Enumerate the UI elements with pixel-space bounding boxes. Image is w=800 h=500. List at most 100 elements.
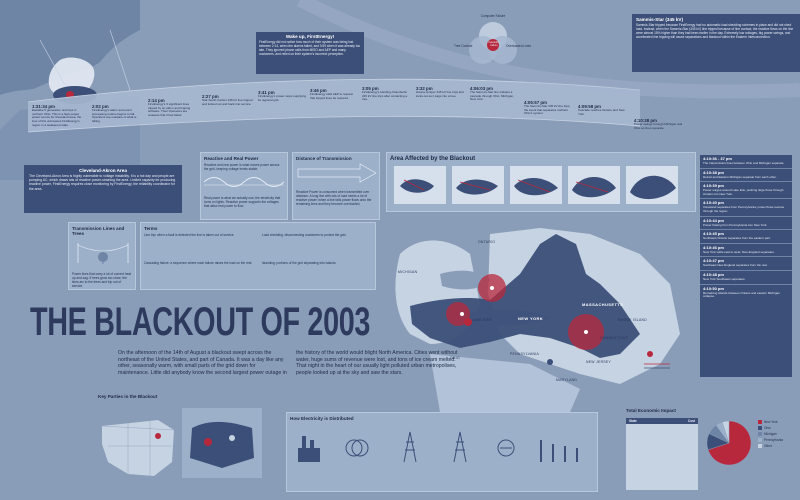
event-text: FirstEnergy's power stops supplying its … [258, 94, 306, 102]
event-time: 2:02 pm [92, 104, 109, 109]
distributed-heading: How Electricity is Distributed [290, 416, 354, 421]
sammis-text: Sammis-Star tripped because FirstEnergy … [636, 23, 794, 39]
right-event-text: Power surges around Lake Erie, pushing l… [703, 188, 784, 196]
term-item: Islanding: portions of the grid separati… [262, 260, 337, 265]
terms-panel: Terms Line trip: when a fault is detecte… [140, 222, 376, 290]
term-item: Line trip: when a fault is detected the … [144, 233, 235, 237]
legend-swatch [758, 420, 762, 424]
transmission-tower-icon [403, 431, 417, 463]
distance-heading: Distance of Transmission [296, 156, 352, 161]
legend-label: Michigan [764, 432, 777, 436]
timeline-event: 2:27 pm Star-South Canton 345 kV line tr… [202, 94, 254, 106]
event-text: Hanna-Juniper 345 kV line trips and lock… [416, 90, 464, 98]
legend-swatch [758, 426, 762, 430]
economic-col1: State [629, 419, 637, 423]
right-timeline: 4:10:36 - 37 pm The transmission lines b… [700, 155, 792, 377]
label-michigan: MICHIGAN [398, 270, 418, 274]
right-event-text: New York splits east to west; New Englan… [703, 249, 775, 254]
label-rhode-island: RHODE ISLAND [618, 318, 648, 322]
transmission-tower-icon [453, 431, 467, 463]
event-time: 3:32 pm [416, 86, 433, 91]
term-item: Cascading failure: a sequence where each… [144, 260, 253, 265]
right-event: 4:10:38 pm Detroit and Eastern Michigan … [700, 167, 792, 182]
economic-heading: Total Economic Impact [626, 408, 676, 413]
right-event-time: 4:10:39 pm [703, 183, 724, 189]
label-massachusetts: MASSACHUSETTS [582, 302, 624, 307]
right-event: 4:10:45 pm Northwest Ontario separates f… [700, 229, 792, 243]
event-time: 4:10:38 pm [634, 118, 657, 123]
timeline-event: 4:06:03 pm The Sammis-Star line initiate… [470, 86, 518, 102]
event-time: 4:09:58 pm [578, 104, 601, 109]
pie-legend: New York Ohio Michigan Pennsylvania Other [758, 420, 796, 450]
terms-heading: Terms [144, 226, 158, 231]
timeline-event: 4:05:57 pm The Sammis-Star 345 kV line t… [524, 100, 574, 116]
right-event-time: 4:10:46 pm [703, 244, 724, 250]
right-event: 4:10:39 pm Power surges around Lake Erie… [700, 181, 792, 198]
substation-icon [497, 439, 515, 457]
event-text: FirstEnergy calls AEP to request that tr… [310, 92, 353, 100]
lines-trees-text: Power lines that carry a lot of current … [72, 272, 131, 288]
transmission-arrow-icon [297, 163, 377, 183]
venn-left-label: Tree Contact [454, 44, 473, 48]
sammis-heading: Sammis-Star (345 kV) [636, 17, 683, 22]
right-event-text: Remaining islands between Ontario and ea… [703, 290, 780, 299]
lines-trees-heading: Transmission Lines and Trees [72, 226, 125, 236]
right-event-time: 4:10:45 pm [703, 231, 724, 237]
wakeup-box: Wake up, FirstEnergy! FirstEnergy did no… [256, 32, 364, 74]
timeline-event: 2:02 pm FirstEnergy's alarm and event pr… [92, 104, 142, 124]
pie-legend-item: Ohio [758, 426, 796, 430]
pie-legend-item: Other [758, 444, 796, 448]
pie-legend-item: New York [758, 420, 796, 424]
event-time: 3:41 pm [258, 90, 275, 95]
right-event: 4:10:44 pm Power flowing from Pennsylvan… [700, 215, 792, 230]
right-event-time: 4:10:38 pm [703, 169, 724, 175]
right-event-text: Power flowing from Pennsylvania into New… [703, 222, 768, 227]
wakeup-heading: Wake up, FirstEnergy! [285, 34, 335, 39]
key-parties-heading: Key Parties in the Blackout [98, 394, 158, 399]
pie-slice [721, 420, 730, 444]
timeline-event: 3:05 pm FirstEnergy's Harding-Chamberlin… [362, 86, 410, 102]
event-text: Power swings through Michigan and Ohio a… [634, 122, 683, 130]
lines-trees-panel: Transmission Lines and Trees Power lines… [68, 222, 136, 290]
event-text: FirstEnergy's alarm and event processing… [92, 108, 137, 124]
power-plant-icon [298, 436, 320, 462]
timeline-event: 3:46 pm FirstEnergy calls AEP to request… [310, 88, 356, 100]
pie-slice [707, 420, 752, 466]
legend-label: Pennsylvania [764, 438, 783, 442]
event-text: Star-South Canton 345 kV line tripped an… [202, 98, 253, 106]
event-time: 2:14 pm [148, 98, 165, 103]
event-text: FirstEnergy's 3 significant lines trippe… [148, 102, 191, 118]
legend-swatch [758, 444, 762, 448]
event-time: 4:05:57 pm [524, 100, 547, 105]
venn-diagram [469, 22, 517, 64]
right-event: 4:10:46 pm New York splits east to west;… [700, 242, 792, 257]
impact-circle-detroit [446, 302, 470, 326]
reactive-text2: Real power is what we actually use; the … [204, 196, 281, 208]
label-new-jersey: NEW JERSEY [586, 360, 612, 364]
right-event-time: 4:10:48 pm [703, 271, 724, 277]
reactive-heading: Reactive and Real Power [204, 156, 259, 161]
label-lake-erie: LAKE ERIE [472, 318, 493, 322]
timeline-event: 2:14 pm FirstEnergy's 3 significant line… [148, 98, 198, 118]
event-text: Cascade reaches Ontario and New York. [578, 108, 625, 116]
right-event: 4:10:50 pm Remaining islands between Ont… [700, 283, 792, 301]
right-event-time: 4:10:40 pm [703, 200, 724, 206]
key-parties-panel: Key Parties in the Blackout [98, 394, 268, 490]
right-event-text: Cleveland separates from Pennsylvania; p… [703, 205, 785, 213]
event-time: 3:46 pm [310, 88, 327, 93]
page-title: THE BLACKOUT OF 2003 [30, 300, 371, 344]
label-pennsylvania: PENNSYLVANIA [510, 352, 540, 356]
right-event: 4:10:47 pm Southeast New England separat… [700, 256, 792, 270]
distance-panel: Distance of Transmission Reactive Power … [292, 152, 380, 220]
pie-legend-item: Michigan [758, 432, 796, 436]
legend-swatch [758, 438, 762, 442]
ohio-pa-shape [430, 354, 580, 412]
event-text: The Sammis-Star line initiates a cascade… [470, 90, 514, 102]
sammis-box: Sammis-Star (345 kV) Sammis-Star tripped… [632, 14, 800, 72]
utility-pole-icon [540, 440, 578, 462]
timeline-event: 3:32 pm Hanna-Juniper 345 kV line trips … [416, 86, 464, 98]
impact-dot-nj [547, 359, 553, 365]
term-item: Load shedding: disconnecting customers t… [262, 233, 347, 237]
timeline-event: 3:41 pm FirstEnergy's power stops supply… [258, 90, 306, 102]
event-text: FirstEnergy's Harding-Chamberlin 345 kV … [362, 90, 408, 102]
